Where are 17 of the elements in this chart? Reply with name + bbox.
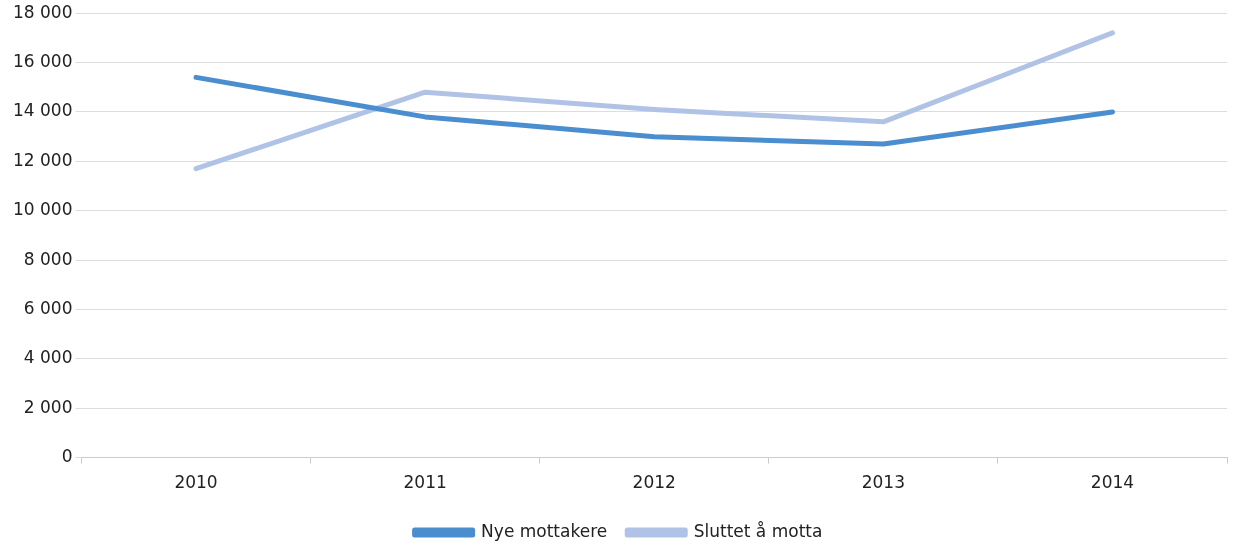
x-tick-label: 2013 (861, 472, 905, 493)
x-tick-label: 2012 (632, 472, 676, 493)
y-tick-label: 18 000 (13, 1, 73, 22)
y-tick-label: 14 000 (13, 100, 73, 121)
y-tick-label: 6 000 (23, 297, 73, 318)
x-tick-label: 2014 (1090, 472, 1135, 493)
legend-label: Nye mottakere (481, 520, 608, 541)
y-tick-label: 4 000 (23, 347, 73, 368)
y-tick-label: 8 000 (23, 248, 73, 269)
legend-label: Sluttet å motta (693, 520, 823, 541)
y-tick-label: 16 000 (13, 51, 73, 71)
y-tick-label: 10 000 (13, 199, 73, 220)
x-tick-label: 2010 (174, 472, 218, 493)
y-tick-label: 0 (61, 446, 73, 467)
y-tick-label: 2 000 (23, 396, 73, 417)
y-tick-label: 12 000 (13, 149, 73, 170)
x-tick-label: 2011 (403, 472, 447, 493)
